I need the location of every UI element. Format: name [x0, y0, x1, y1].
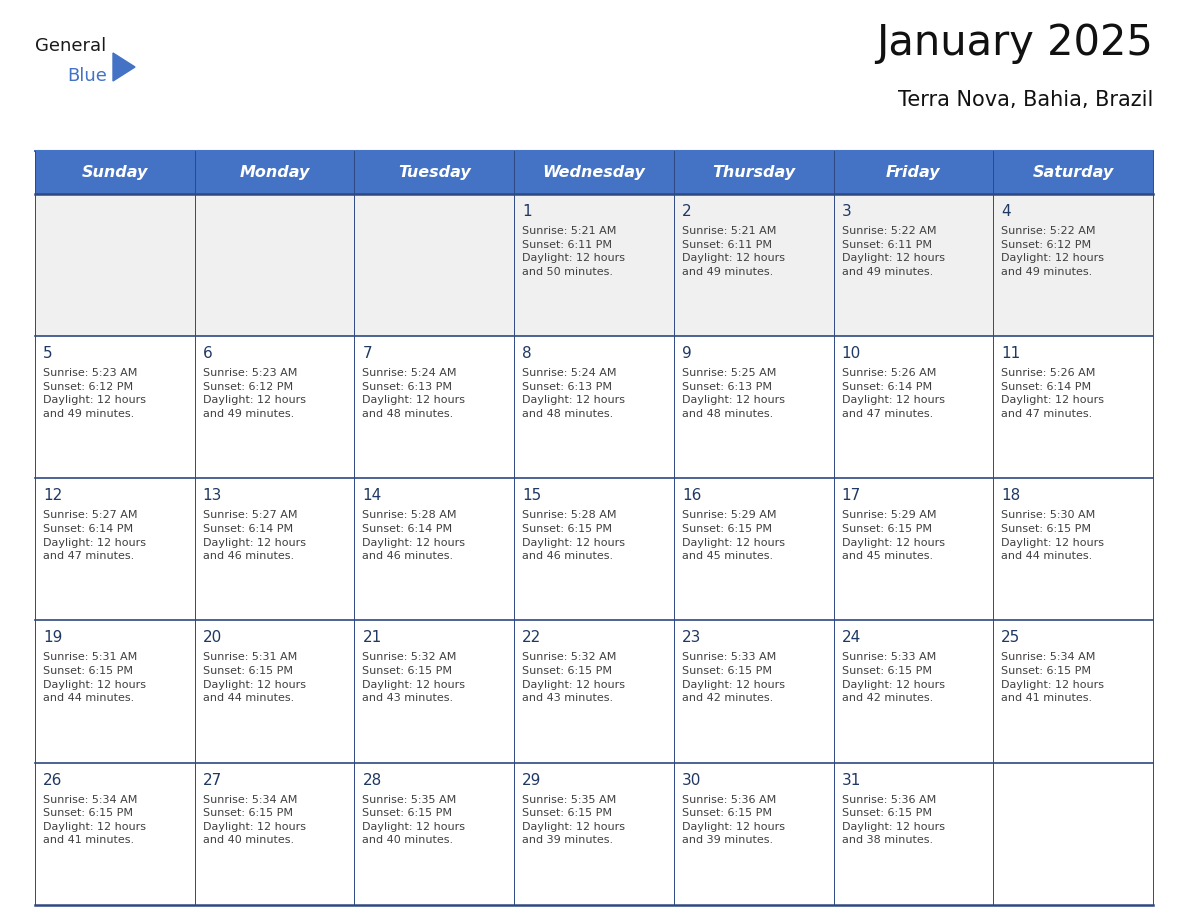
- Text: Saturday: Saturday: [1032, 165, 1114, 181]
- Text: 21: 21: [362, 631, 381, 645]
- Text: Sunrise: 5:23 AM
Sunset: 6:12 PM
Daylight: 12 hours
and 49 minutes.: Sunrise: 5:23 AM Sunset: 6:12 PM Dayligh…: [203, 368, 305, 419]
- Text: Sunrise: 5:34 AM
Sunset: 6:15 PM
Daylight: 12 hours
and 40 minutes.: Sunrise: 5:34 AM Sunset: 6:15 PM Dayligh…: [203, 795, 305, 845]
- Text: Sunrise: 5:35 AM
Sunset: 6:15 PM
Daylight: 12 hours
and 39 minutes.: Sunrise: 5:35 AM Sunset: 6:15 PM Dayligh…: [523, 795, 625, 845]
- Text: 9: 9: [682, 346, 691, 361]
- Text: Sunrise: 5:36 AM
Sunset: 6:15 PM
Daylight: 12 hours
and 38 minutes.: Sunrise: 5:36 AM Sunset: 6:15 PM Dayligh…: [841, 795, 944, 845]
- Text: Sunrise: 5:33 AM
Sunset: 6:15 PM
Daylight: 12 hours
and 42 minutes.: Sunrise: 5:33 AM Sunset: 6:15 PM Dayligh…: [841, 653, 944, 703]
- Text: 12: 12: [43, 488, 62, 503]
- Text: Sunrise: 5:22 AM
Sunset: 6:11 PM
Daylight: 12 hours
and 49 minutes.: Sunrise: 5:22 AM Sunset: 6:11 PM Dayligh…: [841, 226, 944, 277]
- Text: Sunrise: 5:21 AM
Sunset: 6:11 PM
Daylight: 12 hours
and 49 minutes.: Sunrise: 5:21 AM Sunset: 6:11 PM Dayligh…: [682, 226, 785, 277]
- Text: 31: 31: [841, 773, 861, 788]
- Text: 2: 2: [682, 204, 691, 219]
- Text: Sunrise: 5:31 AM
Sunset: 6:15 PM
Daylight: 12 hours
and 44 minutes.: Sunrise: 5:31 AM Sunset: 6:15 PM Dayligh…: [203, 653, 305, 703]
- Text: 3: 3: [841, 204, 852, 219]
- Text: Sunrise: 5:27 AM
Sunset: 6:14 PM
Daylight: 12 hours
and 46 minutes.: Sunrise: 5:27 AM Sunset: 6:14 PM Dayligh…: [203, 510, 305, 561]
- Text: 7: 7: [362, 346, 372, 361]
- Text: Sunrise: 5:32 AM
Sunset: 6:15 PM
Daylight: 12 hours
and 43 minutes.: Sunrise: 5:32 AM Sunset: 6:15 PM Dayligh…: [362, 653, 466, 703]
- Text: 13: 13: [203, 488, 222, 503]
- Text: Sunrise: 5:25 AM
Sunset: 6:13 PM
Daylight: 12 hours
and 48 minutes.: Sunrise: 5:25 AM Sunset: 6:13 PM Dayligh…: [682, 368, 785, 419]
- Text: Sunrise: 5:29 AM
Sunset: 6:15 PM
Daylight: 12 hours
and 45 minutes.: Sunrise: 5:29 AM Sunset: 6:15 PM Dayligh…: [841, 510, 944, 561]
- Text: 28: 28: [362, 773, 381, 788]
- Text: Sunrise: 5:33 AM
Sunset: 6:15 PM
Daylight: 12 hours
and 42 minutes.: Sunrise: 5:33 AM Sunset: 6:15 PM Dayligh…: [682, 653, 785, 703]
- Text: Sunrise: 5:26 AM
Sunset: 6:14 PM
Daylight: 12 hours
and 47 minutes.: Sunrise: 5:26 AM Sunset: 6:14 PM Dayligh…: [1001, 368, 1105, 419]
- Text: Terra Nova, Bahia, Brazil: Terra Nova, Bahia, Brazil: [898, 90, 1154, 110]
- Text: 20: 20: [203, 631, 222, 645]
- Text: 4: 4: [1001, 204, 1011, 219]
- Text: 27: 27: [203, 773, 222, 788]
- Text: 11: 11: [1001, 346, 1020, 361]
- Text: 18: 18: [1001, 488, 1020, 503]
- Polygon shape: [113, 53, 135, 81]
- Text: 1: 1: [523, 204, 532, 219]
- Text: 24: 24: [841, 631, 861, 645]
- Text: 25: 25: [1001, 631, 1020, 645]
- FancyBboxPatch shape: [34, 621, 1154, 763]
- Text: Sunrise: 5:34 AM
Sunset: 6:15 PM
Daylight: 12 hours
and 41 minutes.: Sunrise: 5:34 AM Sunset: 6:15 PM Dayligh…: [43, 795, 146, 845]
- Text: Friday: Friday: [886, 165, 941, 181]
- Text: 23: 23: [682, 631, 701, 645]
- Text: Tuesday: Tuesday: [398, 165, 470, 181]
- Text: Thursday: Thursday: [712, 165, 795, 181]
- Text: 29: 29: [523, 773, 542, 788]
- Text: 8: 8: [523, 346, 532, 361]
- Text: Sunrise: 5:32 AM
Sunset: 6:15 PM
Daylight: 12 hours
and 43 minutes.: Sunrise: 5:32 AM Sunset: 6:15 PM Dayligh…: [523, 653, 625, 703]
- FancyBboxPatch shape: [34, 478, 1154, 621]
- FancyBboxPatch shape: [34, 152, 1154, 194]
- FancyBboxPatch shape: [34, 194, 1154, 336]
- Text: Monday: Monday: [240, 165, 310, 181]
- Text: 5: 5: [43, 346, 52, 361]
- Text: General: General: [34, 37, 106, 55]
- Text: 14: 14: [362, 488, 381, 503]
- Text: Sunrise: 5:28 AM
Sunset: 6:14 PM
Daylight: 12 hours
and 46 minutes.: Sunrise: 5:28 AM Sunset: 6:14 PM Dayligh…: [362, 510, 466, 561]
- Text: Sunday: Sunday: [82, 165, 148, 181]
- Text: Sunrise: 5:27 AM
Sunset: 6:14 PM
Daylight: 12 hours
and 47 minutes.: Sunrise: 5:27 AM Sunset: 6:14 PM Dayligh…: [43, 510, 146, 561]
- Text: Sunrise: 5:26 AM
Sunset: 6:14 PM
Daylight: 12 hours
and 47 minutes.: Sunrise: 5:26 AM Sunset: 6:14 PM Dayligh…: [841, 368, 944, 419]
- Text: Sunrise: 5:23 AM
Sunset: 6:12 PM
Daylight: 12 hours
and 49 minutes.: Sunrise: 5:23 AM Sunset: 6:12 PM Dayligh…: [43, 368, 146, 419]
- Text: Wednesday: Wednesday: [543, 165, 645, 181]
- Text: Sunrise: 5:21 AM
Sunset: 6:11 PM
Daylight: 12 hours
and 50 minutes.: Sunrise: 5:21 AM Sunset: 6:11 PM Dayligh…: [523, 226, 625, 277]
- Text: Sunrise: 5:28 AM
Sunset: 6:15 PM
Daylight: 12 hours
and 46 minutes.: Sunrise: 5:28 AM Sunset: 6:15 PM Dayligh…: [523, 510, 625, 561]
- Text: 15: 15: [523, 488, 542, 503]
- Text: Sunrise: 5:24 AM
Sunset: 6:13 PM
Daylight: 12 hours
and 48 minutes.: Sunrise: 5:24 AM Sunset: 6:13 PM Dayligh…: [362, 368, 466, 419]
- Text: Sunrise: 5:22 AM
Sunset: 6:12 PM
Daylight: 12 hours
and 49 minutes.: Sunrise: 5:22 AM Sunset: 6:12 PM Dayligh…: [1001, 226, 1105, 277]
- FancyBboxPatch shape: [34, 336, 1154, 478]
- Text: 6: 6: [203, 346, 213, 361]
- Text: 10: 10: [841, 346, 861, 361]
- Text: Blue: Blue: [67, 67, 107, 85]
- Text: Sunrise: 5:36 AM
Sunset: 6:15 PM
Daylight: 12 hours
and 39 minutes.: Sunrise: 5:36 AM Sunset: 6:15 PM Dayligh…: [682, 795, 785, 845]
- Text: 26: 26: [43, 773, 63, 788]
- Text: 19: 19: [43, 631, 63, 645]
- Text: 22: 22: [523, 631, 542, 645]
- Text: Sunrise: 5:34 AM
Sunset: 6:15 PM
Daylight: 12 hours
and 41 minutes.: Sunrise: 5:34 AM Sunset: 6:15 PM Dayligh…: [1001, 653, 1105, 703]
- Text: Sunrise: 5:30 AM
Sunset: 6:15 PM
Daylight: 12 hours
and 44 minutes.: Sunrise: 5:30 AM Sunset: 6:15 PM Dayligh…: [1001, 510, 1105, 561]
- Text: Sunrise: 5:31 AM
Sunset: 6:15 PM
Daylight: 12 hours
and 44 minutes.: Sunrise: 5:31 AM Sunset: 6:15 PM Dayligh…: [43, 653, 146, 703]
- Text: Sunrise: 5:24 AM
Sunset: 6:13 PM
Daylight: 12 hours
and 48 minutes.: Sunrise: 5:24 AM Sunset: 6:13 PM Dayligh…: [523, 368, 625, 419]
- FancyBboxPatch shape: [34, 763, 1154, 905]
- Text: Sunrise: 5:35 AM
Sunset: 6:15 PM
Daylight: 12 hours
and 40 minutes.: Sunrise: 5:35 AM Sunset: 6:15 PM Dayligh…: [362, 795, 466, 845]
- Text: January 2025: January 2025: [876, 22, 1154, 64]
- Text: Sunrise: 5:29 AM
Sunset: 6:15 PM
Daylight: 12 hours
and 45 minutes.: Sunrise: 5:29 AM Sunset: 6:15 PM Dayligh…: [682, 510, 785, 561]
- Text: 30: 30: [682, 773, 701, 788]
- Text: 17: 17: [841, 488, 861, 503]
- Text: 16: 16: [682, 488, 701, 503]
